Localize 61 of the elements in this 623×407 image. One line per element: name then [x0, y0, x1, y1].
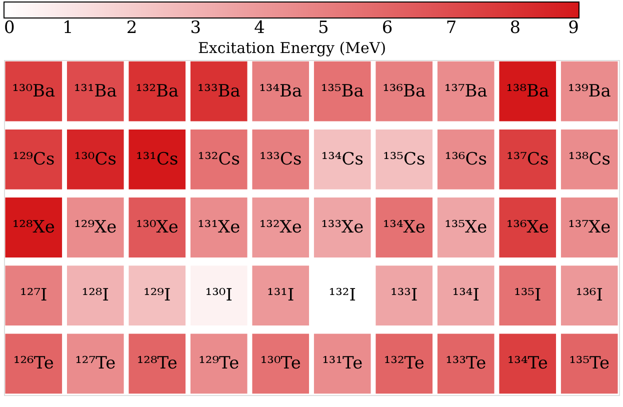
data-label: ¹³⁰I [205, 286, 232, 306]
data-label: ¹³²Ba [136, 81, 179, 102]
data-label: ¹³⁶Ba [382, 81, 426, 102]
data-label: ¹³²Xe [259, 218, 302, 238]
data-label: ¹²⁷Te [75, 354, 116, 374]
data-label: ¹³⁶Xe [506, 218, 549, 238]
data-label: ¹³⁰Te [260, 354, 301, 374]
data-label: ¹³⁴Te [507, 354, 548, 374]
data-label: ¹³³Xe [321, 218, 364, 238]
color-bar-label: 9 [568, 18, 579, 38]
data-label: ¹³²Te [384, 354, 424, 374]
data-label: ¹²⁸I [82, 286, 109, 306]
data-label: ¹³⁰Xe [136, 218, 178, 238]
data-label: ¹³⁸Cs [568, 149, 610, 170]
data-label: ¹³⁴Cs [321, 149, 364, 170]
data-label: ¹³⁸Ba [506, 81, 550, 102]
data-label: ¹³⁵I [514, 286, 542, 306]
data-label: ¹³¹Te [322, 354, 363, 374]
data-label: ¹³¹Cs [136, 149, 178, 170]
color-bar-label: 7 [446, 18, 457, 38]
data-label: ¹³⁷Cs [506, 149, 549, 170]
data-label: ¹³⁵Xe [444, 218, 488, 238]
data-label: ¹³⁰Cs [74, 149, 116, 170]
data-label: ¹³⁶Cs [444, 149, 487, 170]
color-bar-label: 2 [126, 18, 138, 38]
data-label: ¹³⁴Xe [382, 218, 426, 238]
data-label: ¹³²Cs [198, 149, 240, 170]
data-label: ¹³⁴Ba [259, 81, 302, 102]
data-label: ¹³⁶I [576, 286, 603, 306]
data-label: ¹³⁷Ba [444, 81, 488, 102]
color-bar-label: 3 [190, 18, 202, 38]
data-label: ¹³⁷Xe [568, 218, 611, 238]
data-label: ¹³⁴I [452, 286, 480, 306]
data-label: ¹³³I [390, 286, 418, 306]
data-label: ¹²⁸Te [136, 354, 178, 374]
data-label: ¹³⁵Cs [383, 149, 426, 170]
data-label: ¹²⁹Te [198, 354, 240, 374]
data-label: ¹³³Te [446, 354, 486, 374]
color-bar-label: 1 [62, 18, 74, 38]
data-label: ¹³⁰Ba [12, 81, 56, 102]
color-bar-title: Excitation Energy (MeV) [198, 39, 386, 57]
color-bar-label: 5 [318, 18, 329, 38]
data-label: ¹³⁵Ba [320, 81, 364, 102]
color-bar-label: 0 [4, 18, 15, 38]
data-label: ¹³³Cs [260, 149, 302, 170]
data-label: ¹³³Ba [197, 81, 240, 102]
data-label: ¹²⁹Xe [74, 218, 117, 238]
data-label: ¹³²I [328, 286, 356, 306]
data-label: ¹²⁶Te [13, 354, 54, 374]
color-bar-label: 6 [382, 18, 393, 38]
data-label: ¹³⁵Te [569, 354, 610, 374]
data-label: ¹³¹I [267, 286, 294, 306]
color-bar-label: 8 [510, 18, 521, 38]
data-label: ¹²⁸Xe [12, 218, 55, 238]
data-label: ¹³⁹Ba [568, 81, 611, 102]
color-bar-label: 4 [254, 18, 265, 38]
data-label: ¹²⁹I [144, 286, 171, 306]
data-label: ¹²⁹Cs [12, 149, 55, 170]
data-label: ¹³¹Xe [198, 218, 240, 238]
data-label: ¹³¹Ba [74, 81, 117, 102]
data-label: ¹²⁷I [20, 286, 48, 306]
